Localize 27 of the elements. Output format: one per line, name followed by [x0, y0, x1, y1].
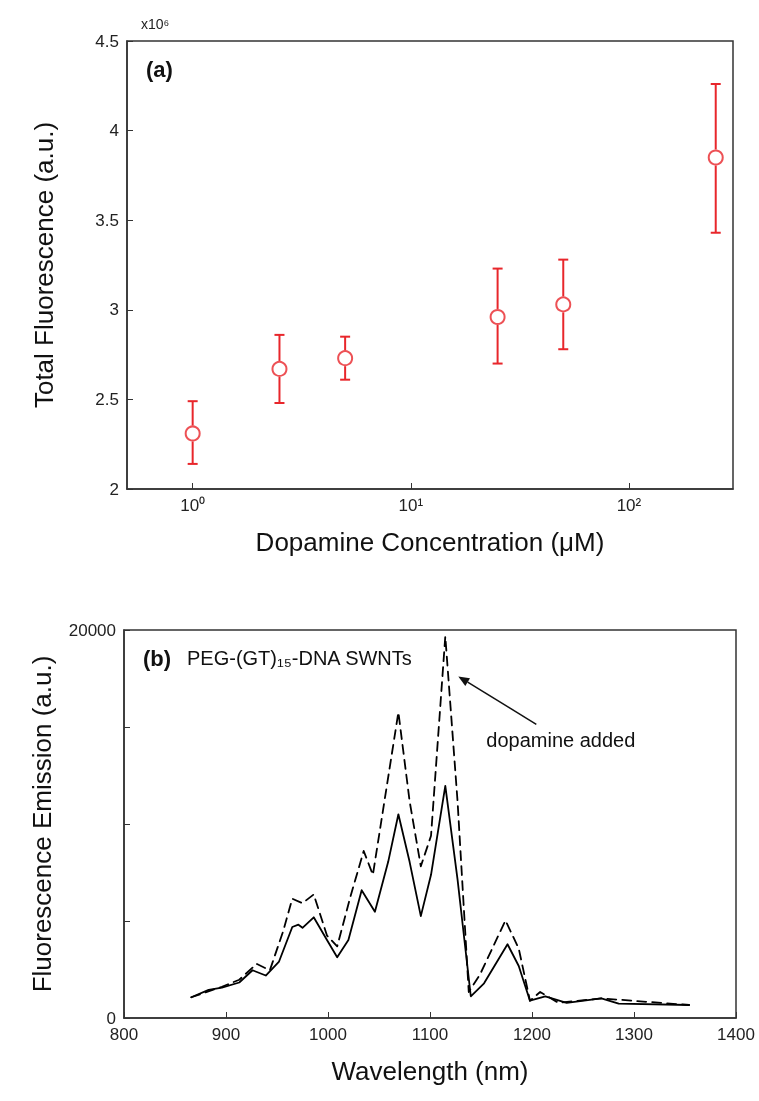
text: (a) — [146, 56, 173, 82]
y-tick-label: 4 — [109, 121, 119, 141]
y-tick-label: 2 — [109, 479, 119, 499]
y-tick-label: 4.5 — [95, 31, 119, 51]
text: (b) — [143, 645, 172, 671]
y-tick-label: 20000 — [68, 620, 116, 640]
x-tick-label: 10⁰ — [180, 496, 206, 515]
x-tick-label: 800 — [109, 1025, 139, 1044]
x-tick-label: 1000 — [309, 1025, 347, 1044]
x-tick-label: 1200 — [513, 1025, 551, 1044]
y-tick-label: 3.5 — [95, 210, 119, 230]
annotation: dopamine added — [486, 729, 636, 752]
x-axis-title: Dopamine Concentration (μM) — [255, 527, 605, 557]
y-tick-label: 3 — [109, 300, 119, 320]
x-tick-label: 1100 — [411, 1025, 449, 1044]
y-tick-label: 2.5 — [95, 389, 119, 409]
x-tick-label: 10² — [616, 496, 642, 515]
text: PEG-(GT)₁₅-DNA SWNTs — [187, 647, 412, 669]
x-tick-label: 900 — [211, 1025, 241, 1044]
x-tick-label: 10¹ — [398, 496, 424, 515]
x-tick-label: 1400 — [717, 1025, 755, 1044]
x-tick-label: 1300 — [615, 1025, 653, 1044]
y-tick-label: 0 — [106, 1008, 116, 1028]
y-axis-title: Fluorescence Emission (a.u.) — [26, 655, 57, 993]
x-axis-title: Wavelength (nm) — [331, 1056, 529, 1086]
text: x10⁶ — [141, 16, 170, 32]
y-axis-title: Total Fluorescence (a.u.) — [29, 121, 59, 409]
